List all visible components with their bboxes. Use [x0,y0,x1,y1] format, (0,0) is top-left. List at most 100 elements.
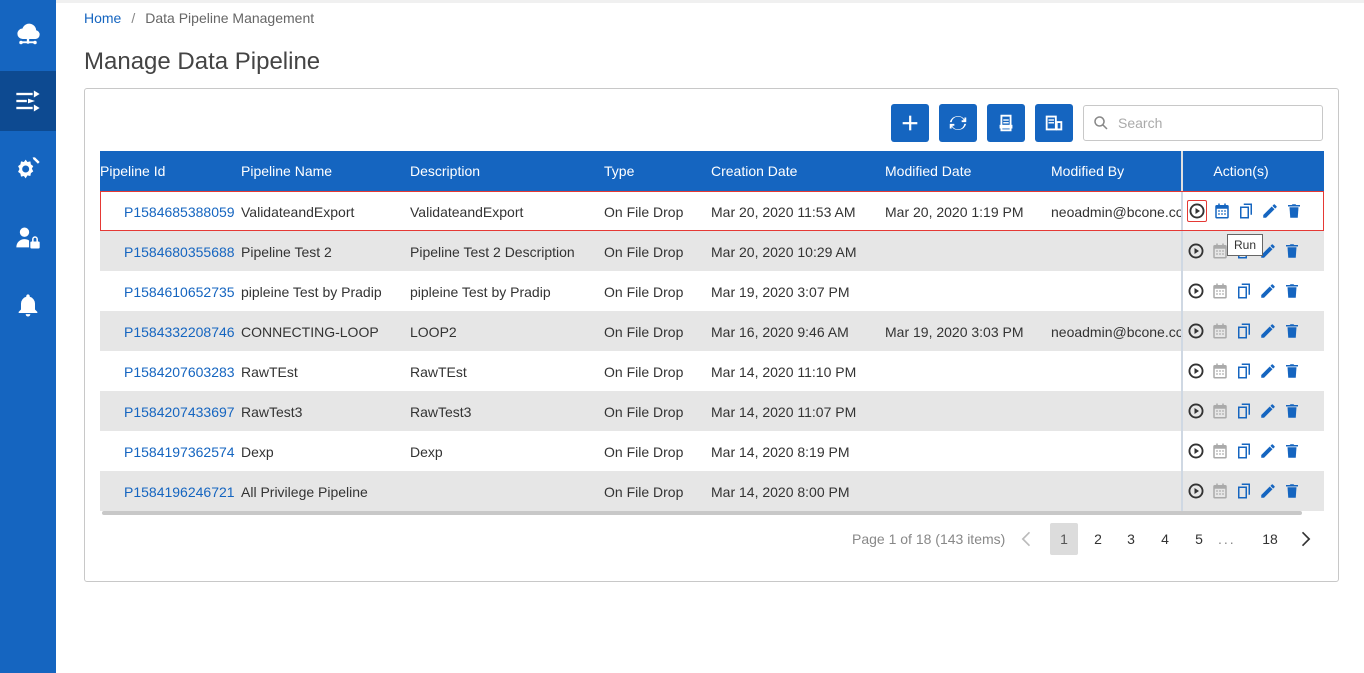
column-header-pipeline-name[interactable]: Pipeline Name [241,163,333,179]
schedule-button[interactable] [1211,282,1229,300]
export-xlsx-button[interactable] [987,104,1025,142]
run-button[interactable] [1187,242,1205,260]
table-row[interactable]: P1584680355688 Pipeline Test 2 Pipeline Te… [100,231,1324,271]
page-button-5[interactable]: 5 [1195,531,1203,547]
trash-icon [1286,404,1298,418]
search-input[interactable] [1118,115,1318,131]
edit-button[interactable] [1259,322,1277,340]
edit-button[interactable] [1259,362,1277,380]
calendar-icon [1213,323,1227,339]
delete-button[interactable] [1283,362,1301,380]
edit-button[interactable] [1259,282,1277,300]
type-cell: On File Drop [604,324,684,340]
page-button-3[interactable]: 3 [1127,531,1135,547]
xlsx-export-icon [999,114,1013,132]
creation-date-cell: Mar 20, 2020 10:29 AM [711,244,857,260]
schedule-button[interactable] [1211,482,1229,500]
page-button-4[interactable]: 4 [1161,531,1169,547]
edit-button[interactable] [1261,202,1279,220]
pipeline-id-link[interactable]: P1584207433697 [124,404,235,420]
run-button[interactable] [1187,200,1207,222]
delete-button[interactable] [1283,282,1301,300]
column-header-pipeline-id[interactable]: Pipeline Id [100,163,166,179]
type-cell: On File Drop [604,244,684,260]
run-button[interactable] [1187,482,1205,500]
modified-by-cell [1051,490,1181,492]
sidebar-item-notifications[interactable] [0,276,56,336]
pipeline-id-link[interactable]: P1584685388059 [124,204,235,220]
edit-button[interactable] [1259,402,1277,420]
column-header-actions: Action(s) [1181,151,1299,191]
schedule-button[interactable] [1211,362,1229,380]
delete-button[interactable] [1285,202,1303,220]
pipeline-id-link[interactable]: P1584207603283 [124,364,235,380]
table-row[interactable]: P1584685388059 ValidateandExport Validatea… [100,191,1324,231]
column-header-modified-date[interactable]: Modified Date [885,163,972,179]
horizontal-scrollbar[interactable] [102,511,1302,515]
import-button[interactable] [1035,104,1073,142]
copy-button[interactable] [1235,362,1253,380]
schedule-button[interactable] [1211,242,1229,260]
table-row[interactable]: P1584610652735 pipleine Test by Pradip pip… [100,271,1324,311]
pencil-icon [1261,444,1275,458]
add-pipeline-button[interactable] [891,104,929,142]
run-button[interactable] [1187,442,1205,460]
delete-button[interactable] [1283,442,1301,460]
copy-button[interactable] [1235,282,1253,300]
edit-button[interactable] [1259,442,1277,460]
table-row[interactable]: P1584207433697 RawTest3 RawTest3 On File Dr… [100,391,1324,431]
sidebar-item-user-access[interactable] [0,208,56,268]
delete-button[interactable] [1283,322,1301,340]
run-button[interactable] [1187,322,1205,340]
delete-button[interactable] [1283,482,1301,500]
description-cell [410,490,604,492]
page-button-last[interactable]: 18 [1262,531,1278,547]
play-circle-icon [1188,323,1204,339]
run-button[interactable] [1187,402,1205,420]
table-row[interactable]: P1584207603283 RawTEst RawTEst On File Drop… [100,351,1324,391]
description-cell: RawTEst [410,364,467,380]
column-header-creation-date[interactable]: Creation Date [711,163,798,179]
copy-button[interactable] [1235,442,1253,460]
breadcrumb-home-link[interactable]: Home [84,10,122,26]
prev-page-button[interactable] [1013,523,1041,555]
table-row[interactable]: P1584196246721 All Privilege Pipeline On F… [100,471,1324,511]
pipeline-id-link[interactable]: P1584196246721 [124,484,235,500]
schedule-button[interactable] [1213,202,1231,220]
breadcrumb-current: Data Pipeline Management [145,10,315,26]
schedule-button[interactable] [1211,322,1229,340]
column-header-description[interactable]: Description [410,163,481,179]
table-row[interactable]: P1584332208746 CONNECTING-LOOP LOOP2 On Fil… [100,311,1324,351]
run-button[interactable] [1187,282,1205,300]
play-circle-icon [1188,483,1204,499]
delete-button[interactable] [1283,242,1301,260]
copy-button[interactable] [1235,482,1253,500]
pipeline-id-link[interactable]: P1584197362574 [124,444,235,460]
schedule-button[interactable] [1211,442,1229,460]
refresh-button[interactable] [939,104,977,142]
pipeline-id-link[interactable]: P1584610652735 [124,284,235,300]
delete-button[interactable] [1283,402,1301,420]
pipeline-id-link[interactable]: P1584332208746 [124,324,235,340]
copy-button[interactable] [1235,402,1253,420]
modified-date-cell [885,370,1051,372]
edit-button[interactable] [1259,242,1277,260]
pipeline-name-cell: CONNECTING-LOOP [241,324,379,340]
next-page-button[interactable] [1291,523,1319,555]
creation-date-cell: Mar 14, 2020 11:10 PM [711,364,857,380]
page-button-2[interactable]: 2 [1094,531,1102,547]
pipeline-id-link[interactable]: P1584680355688 [124,244,235,260]
pipeline-name-cell: pipleine Test by Pradip [241,284,382,300]
run-button[interactable] [1187,362,1205,380]
column-header-modified-by[interactable]: Modified By [1051,163,1125,179]
copy-button[interactable] [1237,202,1255,220]
column-header-type[interactable]: Type [604,163,635,179]
schedule-button[interactable] [1211,402,1229,420]
table-row[interactable]: P1584197362574 Dexp Dexp On File Drop Mar 14… [100,431,1324,471]
sidebar-item-settings[interactable] [0,139,56,199]
sidebar-item-cloud[interactable] [0,2,56,62]
page-button-1[interactable]: 1 [1050,523,1078,555]
copy-button[interactable] [1235,322,1253,340]
sidebar-item-pipeline[interactable] [0,71,56,131]
edit-button[interactable] [1259,482,1277,500]
